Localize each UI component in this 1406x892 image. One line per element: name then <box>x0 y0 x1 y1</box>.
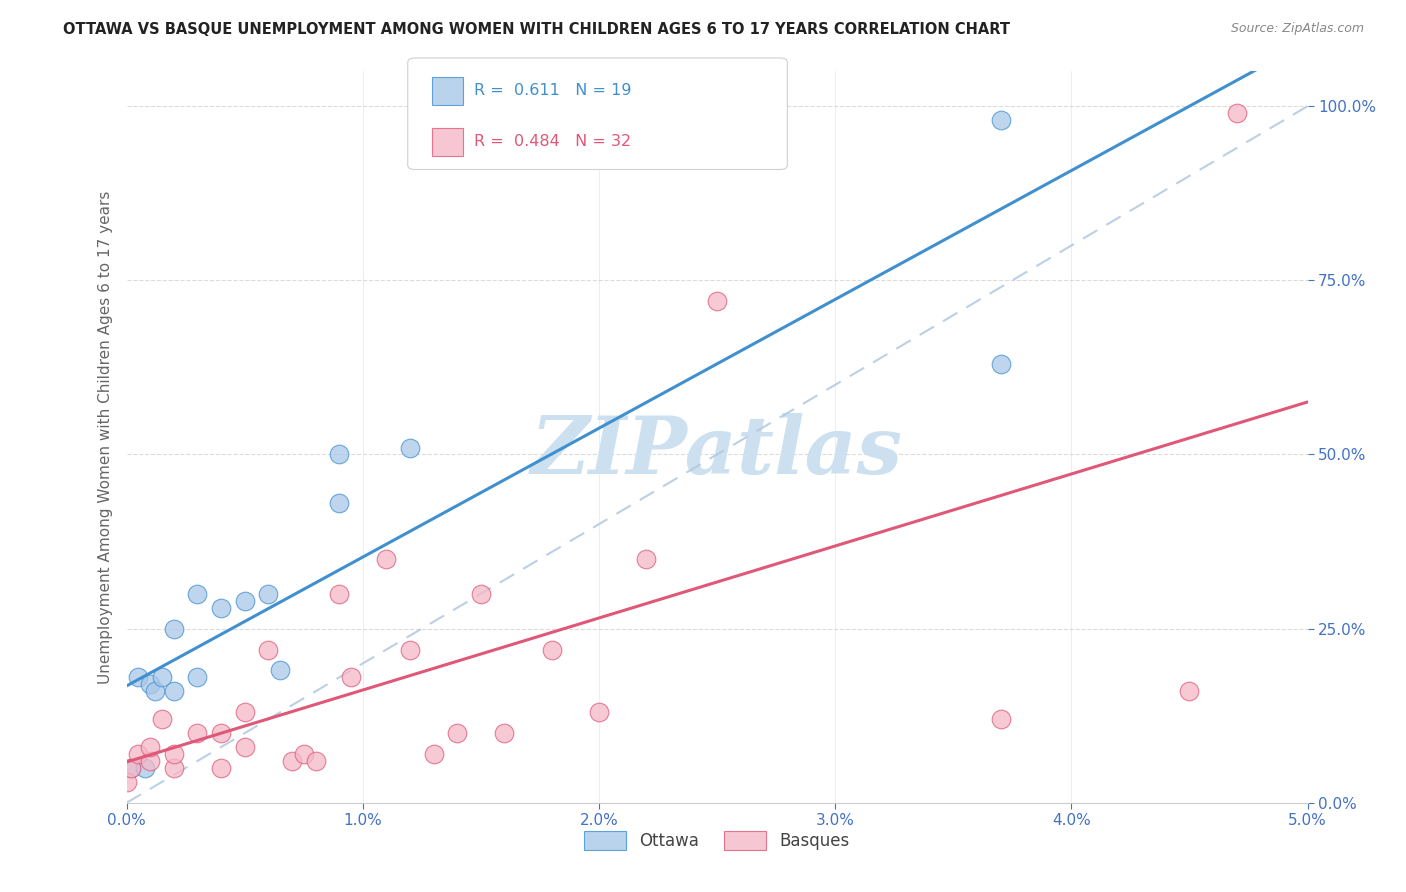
Point <box>150 670 173 684</box>
Point <box>209 600 232 615</box>
Point <box>134 761 156 775</box>
Point <box>269 664 291 678</box>
Point <box>990 113 1012 128</box>
Text: OTTAWA VS BASQUE UNEMPLOYMENT AMONG WOMEN WITH CHILDREN AGES 6 TO 17 YEARS CORRE: OTTAWA VS BASQUE UNEMPLOYMENT AMONG WOME… <box>63 22 1011 37</box>
Point <box>139 754 162 768</box>
Text: Source: ZipAtlas.com: Source: ZipAtlas.com <box>1230 22 1364 36</box>
Point <box>292 747 315 761</box>
Point <box>990 357 1012 371</box>
Point <box>281 754 304 768</box>
Point <box>127 670 149 684</box>
Point <box>328 587 350 601</box>
Point <box>340 670 363 684</box>
Point <box>494 726 516 740</box>
Point <box>540 642 562 657</box>
Text: ZIPatlas: ZIPatlas <box>531 413 903 491</box>
Point <box>446 726 468 740</box>
Point <box>470 587 492 601</box>
Point <box>120 761 142 775</box>
Point <box>257 587 280 601</box>
Point <box>139 740 162 755</box>
Point <box>233 740 256 755</box>
Point <box>636 552 658 566</box>
Point <box>375 552 398 566</box>
Legend: Ottawa, Basques: Ottawa, Basques <box>578 824 856 856</box>
Y-axis label: Unemployment Among Women with Children Ages 6 to 17 years: Unemployment Among Women with Children A… <box>97 190 112 684</box>
Point <box>143 684 166 698</box>
Point <box>399 642 422 657</box>
Point <box>588 705 610 719</box>
Point <box>328 496 350 510</box>
Point <box>163 622 186 636</box>
Point <box>422 747 444 761</box>
Point <box>257 642 280 657</box>
Point <box>120 761 142 775</box>
Point <box>990 712 1012 726</box>
Point <box>328 448 350 462</box>
Point <box>1178 684 1201 698</box>
Point <box>399 441 422 455</box>
Point <box>186 587 208 601</box>
Point <box>127 747 149 761</box>
Point <box>186 726 208 740</box>
Point <box>163 761 186 775</box>
Point <box>139 677 162 691</box>
Point <box>163 747 186 761</box>
Point <box>150 712 173 726</box>
Point <box>304 754 326 768</box>
Text: R =  0.484   N = 32: R = 0.484 N = 32 <box>474 135 631 149</box>
Point <box>115 775 138 789</box>
Point <box>163 684 186 698</box>
Point <box>186 670 208 684</box>
Point <box>233 705 256 719</box>
Point <box>706 294 728 309</box>
Text: R =  0.611   N = 19: R = 0.611 N = 19 <box>474 84 631 98</box>
Point <box>209 726 232 740</box>
Point <box>233 594 256 608</box>
Point <box>209 761 232 775</box>
Point <box>1226 106 1249 120</box>
